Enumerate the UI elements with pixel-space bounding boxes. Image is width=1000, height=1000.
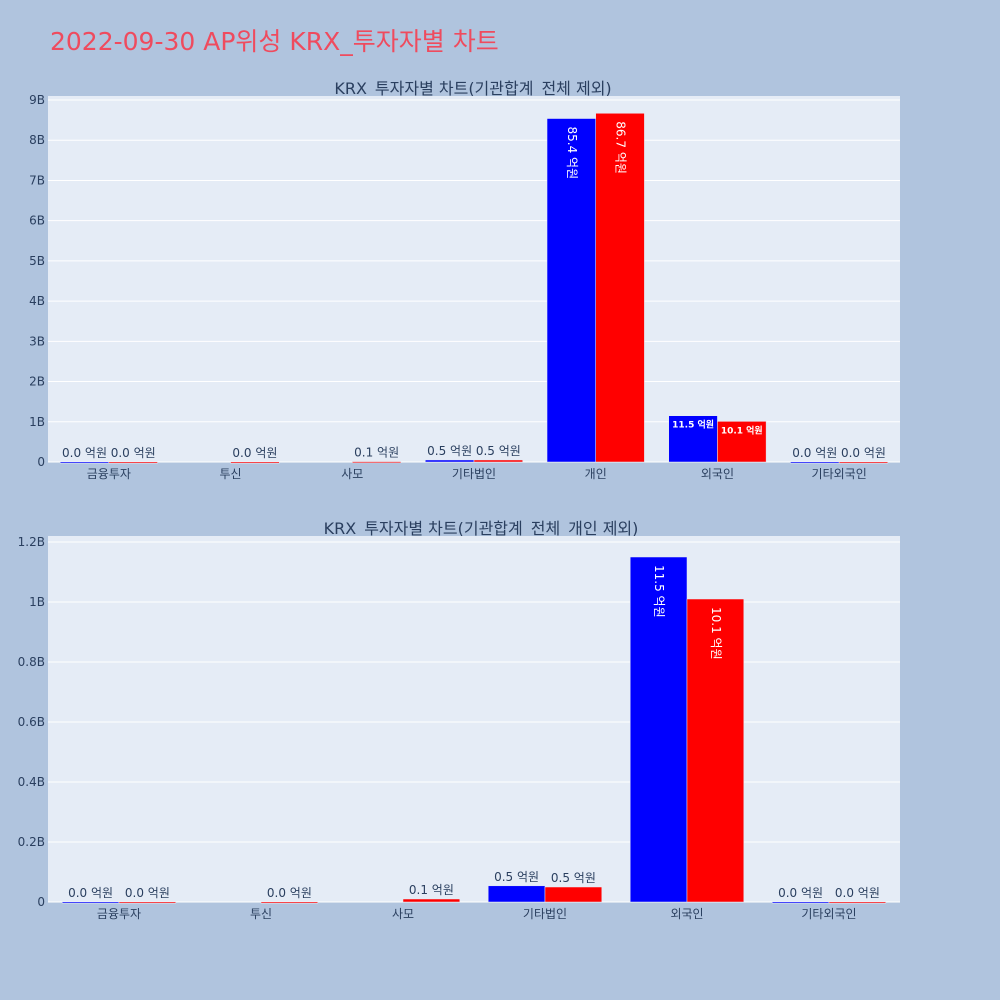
- bar: [487, 885, 546, 903]
- data-label: 11.5 억원: [672, 419, 714, 431]
- data-label: 0.5 억원: [494, 870, 539, 884]
- data-label: 0.0 억원: [232, 446, 277, 460]
- x-tick-label: 외국인: [670, 907, 703, 921]
- data-label: 10.1 억원: [709, 607, 723, 660]
- bar: [828, 901, 887, 904]
- bar: [59, 461, 110, 464]
- bar: [790, 461, 840, 464]
- chart-title: KRX_투자자별 차트(기관합계_전체 제외): [334, 79, 611, 99]
- x-tick-label: 투신: [250, 907, 272, 921]
- y-tick-label: 5B: [29, 254, 45, 268]
- data-label: 0.0 억원: [62, 446, 107, 460]
- data-label: 0.0 억원: [778, 886, 823, 900]
- data-label: 0.5 억원: [551, 871, 596, 885]
- y-tick-label: 9B: [29, 93, 45, 107]
- data-label: 11.5 억원: [652, 565, 666, 618]
- data-label: 0.1 억원: [409, 883, 454, 897]
- x-tick-label: 기타외국인: [812, 467, 867, 481]
- bar: [61, 901, 120, 904]
- data-label: 0.0 억원: [792, 446, 837, 460]
- bar: [473, 459, 523, 463]
- bar: [352, 461, 402, 464]
- x-tick-label: 기타법인: [452, 467, 496, 481]
- y-tick-label: 0.6B: [18, 715, 45, 729]
- x-tick-label: 금융투자: [87, 467, 131, 481]
- investor-chart-all: KRX_투자자별 차트(기관합계_전체 제외) 0 1B 2B 3B 4B 5B 6B 7B 8B…: [29, 79, 900, 481]
- bar: [260, 901, 319, 904]
- data-label: 0.0 억원: [125, 886, 170, 900]
- y-tick-label: 1B: [29, 595, 45, 609]
- y-tick-label: 3B: [29, 334, 45, 348]
- bar: [230, 461, 280, 464]
- x-tick-label: 사모: [341, 467, 363, 481]
- y-tick-label: 0.8B: [18, 655, 45, 669]
- data-label: 0.1 억원: [354, 446, 399, 460]
- data-label: 0.0 억원: [835, 886, 880, 900]
- chart-title: KRX_투자자별 차트(기관합계_전체_개인 제외): [324, 519, 639, 539]
- y-tick-label: 1B: [29, 415, 45, 429]
- bar: [118, 901, 177, 904]
- data-label: 0.0 억원: [267, 886, 312, 900]
- page-title: 2022-09-30 AP위성 KRX_투자자별 차트: [50, 27, 499, 56]
- bar: [402, 898, 461, 903]
- data-label: 0.0 억원: [111, 446, 156, 460]
- y-tick-label: 1.2B: [18, 535, 45, 549]
- bar: [425, 459, 475, 463]
- bar: [544, 886, 603, 903]
- bar: [771, 901, 830, 904]
- plot-area: [48, 96, 900, 462]
- y-tick-label: 0.4B: [18, 775, 45, 789]
- bar: [629, 556, 688, 903]
- data-label: 85.4 억원: [565, 127, 579, 180]
- data-label: 0.5 억원: [476, 444, 521, 458]
- investor-chart-excl-individual: KRX_투자자별 차트(기관합계_전체_개인 제외) 0 0.2B 0.4B 0.6B 0…: [18, 519, 900, 921]
- y-tick-label: 4B: [29, 294, 45, 308]
- data-label: 86.7 억원: [614, 121, 628, 174]
- bar: [595, 113, 645, 463]
- x-tick-label: 기타법인: [523, 907, 567, 921]
- bar: [546, 118, 596, 463]
- x-tick-label: 외국인: [701, 467, 734, 481]
- y-tick-label: 8B: [29, 133, 45, 147]
- y-tick-label: 0.2B: [18, 835, 45, 849]
- y-tick-label: 0: [37, 455, 45, 469]
- x-tick-label: 개인: [585, 467, 607, 481]
- data-label: 10.1 억원: [721, 424, 763, 436]
- y-tick-label: 7B: [29, 173, 45, 187]
- x-tick-label: 기타외국인: [801, 907, 856, 921]
- x-tick-label: 투신: [220, 467, 242, 481]
- data-label: 0.0 억원: [841, 446, 886, 460]
- y-tick-label: 2B: [29, 375, 45, 389]
- x-tick-label: 사모: [392, 907, 414, 921]
- y-tick-label: 0: [37, 895, 45, 909]
- bar: [668, 415, 718, 463]
- data-label: 0.0 억원: [68, 886, 113, 900]
- plot-area: [48, 536, 900, 902]
- bar: [838, 461, 889, 464]
- bar: [686, 598, 745, 903]
- y-tick-label: 6B: [29, 214, 45, 228]
- data-label: 0.5 억원: [427, 444, 472, 458]
- x-tick-label: 금융투자: [97, 907, 141, 921]
- bar: [108, 461, 158, 464]
- bar: [717, 421, 767, 463]
